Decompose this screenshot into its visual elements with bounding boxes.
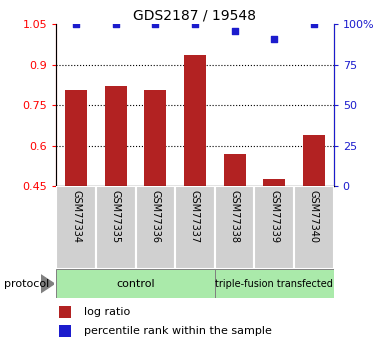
Bar bbox=[215, 186, 255, 269]
Bar bbox=[59, 306, 71, 317]
Bar bbox=[294, 186, 334, 269]
Bar bbox=[263, 179, 285, 186]
Bar bbox=[135, 186, 175, 269]
Polygon shape bbox=[41, 275, 54, 293]
Text: GSM77335: GSM77335 bbox=[111, 190, 121, 244]
Bar bbox=[96, 186, 135, 269]
Point bbox=[311, 21, 317, 27]
Bar bbox=[56, 269, 215, 298]
Point bbox=[232, 28, 238, 33]
Bar bbox=[175, 186, 215, 269]
Title: GDS2187 / 19548: GDS2187 / 19548 bbox=[133, 9, 256, 23]
Text: percentile rank within the sample: percentile rank within the sample bbox=[84, 326, 272, 336]
Point bbox=[192, 21, 198, 27]
Bar bbox=[224, 154, 246, 186]
Bar bbox=[105, 86, 126, 186]
Text: GSM77334: GSM77334 bbox=[71, 190, 81, 244]
Text: GSM77340: GSM77340 bbox=[309, 190, 319, 244]
Text: GSM77336: GSM77336 bbox=[150, 190, 160, 244]
Text: control: control bbox=[116, 279, 155, 289]
Bar bbox=[255, 186, 294, 269]
Point bbox=[271, 36, 277, 41]
Bar bbox=[144, 90, 166, 186]
Bar bbox=[65, 90, 87, 186]
Bar bbox=[59, 325, 71, 337]
Bar bbox=[184, 55, 206, 186]
Bar bbox=[56, 186, 96, 269]
Text: GSM77337: GSM77337 bbox=[190, 190, 200, 244]
Text: GSM77339: GSM77339 bbox=[269, 190, 279, 244]
Text: protocol: protocol bbox=[4, 279, 49, 289]
Text: triple-fusion transfected: triple-fusion transfected bbox=[215, 279, 333, 289]
Text: GSM77338: GSM77338 bbox=[230, 190, 240, 244]
Point bbox=[113, 21, 119, 27]
Point bbox=[73, 21, 79, 27]
Bar bbox=[215, 269, 334, 298]
Text: log ratio: log ratio bbox=[84, 307, 130, 317]
Point bbox=[152, 21, 158, 27]
Bar bbox=[303, 136, 325, 186]
